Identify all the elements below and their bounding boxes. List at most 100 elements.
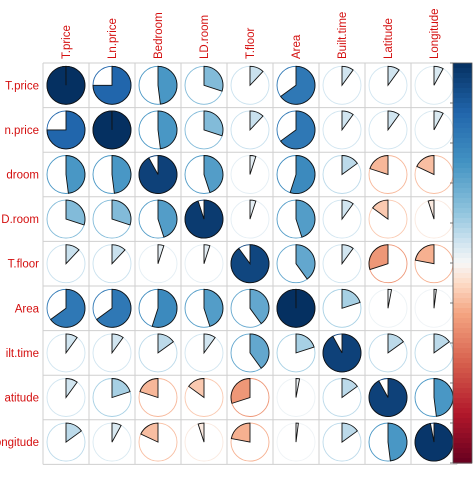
pie-slice <box>387 333 404 354</box>
pie-slice <box>50 288 86 328</box>
pie-cell <box>46 155 86 194</box>
pie-cell <box>368 199 408 239</box>
pie-cell <box>46 378 86 417</box>
pie-cell <box>322 333 362 373</box>
pie-slice <box>341 378 358 399</box>
pie-cell <box>414 244 454 284</box>
pie-cell <box>184 288 224 328</box>
pie-slice <box>249 288 270 325</box>
pie-cell <box>92 244 132 284</box>
colorbar-segment <box>453 418 472 424</box>
pie-slice <box>203 333 216 355</box>
colorbar-segment <box>453 178 472 184</box>
pie-cell <box>368 110 408 150</box>
pie-slice <box>372 199 389 220</box>
pie-slice <box>341 422 358 443</box>
colorbar-segment <box>453 318 472 324</box>
pie-cell <box>184 333 224 373</box>
pie-cell <box>368 155 408 194</box>
colorbar-segment <box>453 333 472 339</box>
pie-cell <box>322 288 362 328</box>
row-label: ongitude <box>0 437 39 449</box>
pie-slice <box>368 378 408 417</box>
pie-slice <box>280 110 316 150</box>
pie-cell <box>322 65 362 105</box>
pie-cell <box>138 333 178 373</box>
pie-slice <box>433 65 444 86</box>
colorbar-segment <box>453 358 472 364</box>
pie-cell <box>276 155 316 194</box>
column-label: Bedroom <box>153 12 165 59</box>
pie-cell <box>368 333 408 373</box>
pie-slice <box>230 244 270 284</box>
colorbar-segment <box>453 148 472 154</box>
row-labels: T.price n.price droom D.room T.floor Area ilt.… <box>0 80 40 449</box>
pie-cell <box>276 65 316 105</box>
pie-slice <box>387 422 408 462</box>
colorbar-segment <box>453 443 472 449</box>
pie-cell <box>414 422 454 462</box>
pie-cell <box>138 110 178 150</box>
pie-cell <box>230 378 270 417</box>
pie-slice <box>203 155 224 194</box>
pie-slice <box>414 422 454 462</box>
column-label: Longitude <box>429 8 441 59</box>
pie-slice <box>414 244 435 265</box>
pie-cell <box>46 244 86 284</box>
pie-slice <box>416 155 435 176</box>
colorbar <box>450 62 473 464</box>
pie-cell <box>414 378 454 417</box>
colorbar-segment <box>453 133 472 139</box>
colorbar-segment <box>453 203 472 209</box>
colorbar-segment <box>453 458 472 464</box>
colorbar-segment <box>453 128 472 134</box>
pie-cell <box>92 155 132 194</box>
column-label: Ln.price <box>107 18 119 59</box>
colorbar-segment <box>453 403 472 409</box>
colorbar-segment <box>453 353 472 359</box>
pie-slice <box>188 378 205 399</box>
colorbar-segment <box>453 78 472 84</box>
colorbar-segment <box>453 123 472 129</box>
pie-slice <box>387 65 400 87</box>
row-label: ilt.time <box>6 348 39 360</box>
pie-cell <box>92 333 132 373</box>
pie-cell <box>276 288 316 328</box>
colorbar-segment <box>453 153 472 159</box>
colorbar-segment <box>453 388 472 394</box>
pie-slice <box>341 65 354 87</box>
pie-cell <box>230 65 270 105</box>
colorbar-segment <box>453 313 472 319</box>
colorbar-segment <box>453 193 472 199</box>
pie-cell <box>322 244 362 284</box>
column-labels: T.price Ln.price Bedroom LD.room T.floor Area… <box>61 8 441 59</box>
pie-cell <box>414 65 454 105</box>
column-label: T.price <box>61 25 73 59</box>
pie-cell <box>322 110 362 150</box>
pie-slice <box>96 288 132 328</box>
pie-cell <box>368 244 408 284</box>
pie-slice <box>111 333 124 355</box>
colorbar-segment <box>453 168 472 174</box>
pie-cell <box>46 110 86 150</box>
pie-cell <box>368 288 408 328</box>
colorbar-segment <box>453 283 472 289</box>
colorbar-segment <box>453 448 472 454</box>
colorbar-segment <box>453 98 472 104</box>
pie-slice <box>280 65 316 105</box>
pie-cell <box>138 199 178 239</box>
pie-cell <box>276 244 316 284</box>
pie-slice <box>65 155 86 194</box>
colorbar-segment <box>453 248 472 254</box>
pie-slice <box>295 422 299 443</box>
colorbar-segment <box>453 188 472 194</box>
colorbar-segment <box>453 368 472 374</box>
pie-cell <box>230 199 270 239</box>
pie-cell <box>92 65 132 105</box>
colorbar-segment <box>453 238 472 244</box>
pie-slice <box>369 155 389 176</box>
pie-slice <box>433 378 454 417</box>
pie-slice <box>65 333 78 355</box>
pie-cell <box>230 333 270 373</box>
pie-cell <box>46 199 86 239</box>
